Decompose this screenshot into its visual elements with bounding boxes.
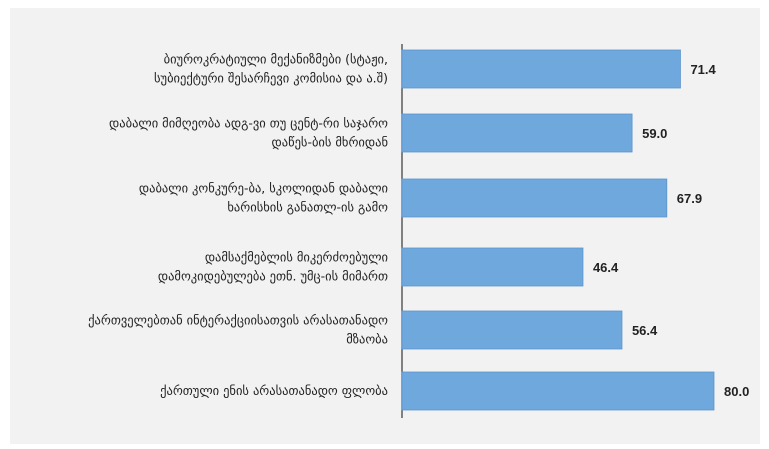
category-label-2-line-0: დაბალი კონკურე-ბა, სკოლიდან დაბალი — [139, 181, 388, 196]
category-label-4-line-0: ქართველებთან ინტერაქციისათვის არასათანად… — [88, 313, 388, 328]
category-label-0-line-1: სუბიექტური შესარჩევი კომისია და ა.შ) — [154, 71, 388, 86]
category-label-3-line-1: დამოკიდებულება ეთნ. უმც-ის მიმართ — [158, 269, 388, 284]
category-label-0-line-0: ბიუროკრატიული მექანიზმები (სტაჟი, — [164, 52, 388, 67]
category-label-1-line-1: დაწეს-ბის მხრიდან — [272, 135, 388, 150]
bar-0 — [401, 49, 681, 89]
category-label-3-line-0: დამსაქმებლის მიკერძოებული — [205, 250, 388, 265]
value-label-1: 59.0 — [642, 126, 667, 141]
category-label-2-line-1: ხარისხის განათლ-ის გამო — [227, 200, 388, 215]
category-label-1-line-0: დაბალი მიმღეობა ადგ-ვი თუ ცენტ-რი საჯარო — [109, 116, 388, 131]
value-label-0: 71.4 — [690, 62, 716, 77]
value-label-2: 67.9 — [677, 191, 702, 206]
category-label-4-line-1: მზაობა — [346, 332, 388, 347]
category-label-5-line-0: ქართული ენის არასათანადო ფლობა — [160, 383, 388, 398]
bar-1 — [401, 113, 633, 153]
value-label-3: 46.4 — [593, 260, 619, 275]
bar-2 — [401, 178, 668, 218]
bar-3 — [401, 247, 584, 287]
bar-4 — [401, 310, 623, 350]
value-label-4: 56.4 — [632, 323, 658, 338]
value-label-5: 80.0 — [724, 384, 749, 399]
bar-5 — [401, 371, 715, 411]
